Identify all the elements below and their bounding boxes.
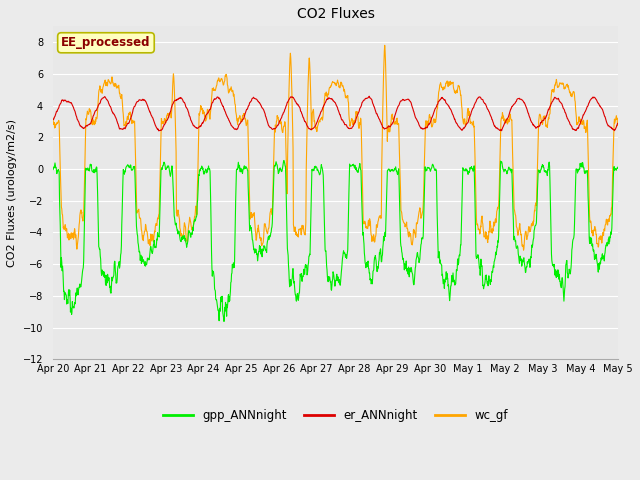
Text: EE_processed: EE_processed bbox=[61, 36, 150, 49]
Y-axis label: CO2 Fluxes (urology/m2/s): CO2 Fluxes (urology/m2/s) bbox=[7, 119, 17, 267]
Legend: gpp_ANNnight, er_ANNnight, wc_gf: gpp_ANNnight, er_ANNnight, wc_gf bbox=[159, 404, 513, 427]
Title: CO2 Fluxes: CO2 Fluxes bbox=[296, 7, 374, 21]
